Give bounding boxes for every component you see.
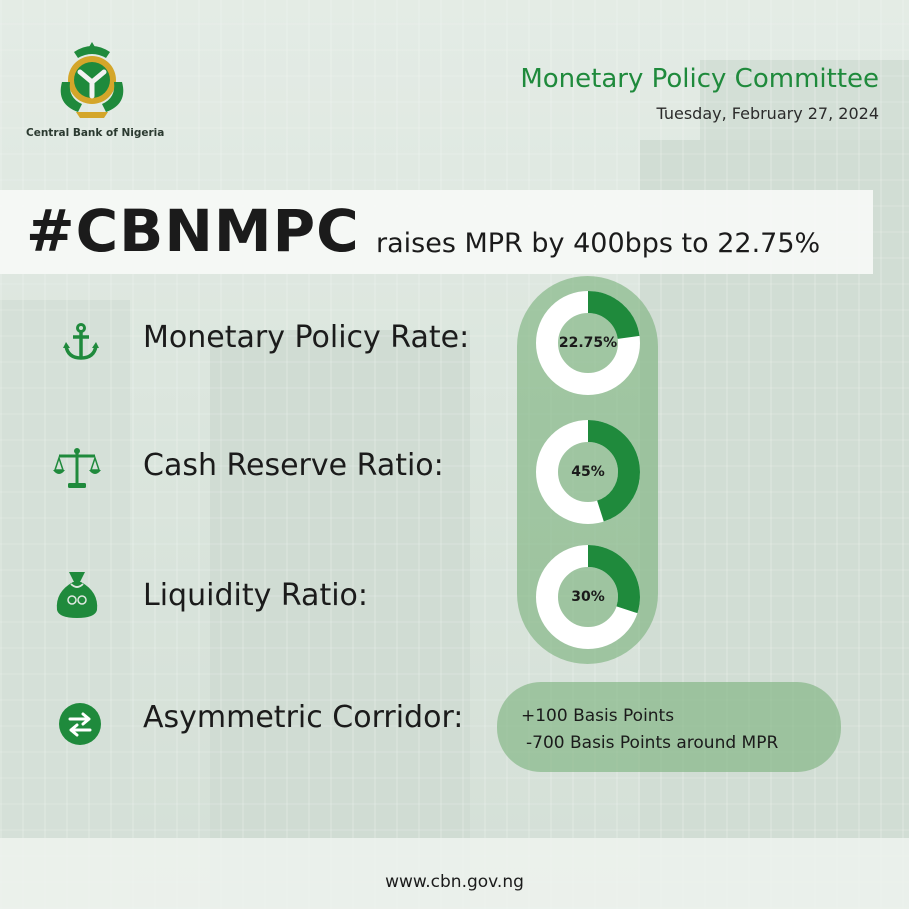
hashtag: #CBNMPC bbox=[26, 197, 360, 265]
anchor-icon bbox=[57, 318, 105, 366]
corridor-upper: +100 Basis Points bbox=[521, 706, 675, 726]
website-link[interactable]: www.cbn.gov.ng bbox=[385, 872, 524, 892]
donut-value-crr: 45% bbox=[571, 464, 605, 480]
org-name: Central Bank of Nigeria bbox=[26, 127, 165, 139]
donut-chart-mpr bbox=[536, 291, 640, 395]
footer-band bbox=[0, 838, 909, 909]
meeting-date: Tuesday, February 27, 2024 bbox=[656, 104, 880, 123]
background-building bbox=[210, 330, 470, 909]
metric-label-mpr: Monetary Policy Rate: bbox=[143, 320, 470, 355]
corridor-lower: -700 Basis Points around MPR bbox=[526, 733, 779, 753]
donut-chart-liquidity bbox=[536, 545, 640, 649]
headline-band bbox=[0, 190, 873, 274]
corridor-box bbox=[497, 682, 841, 772]
headline-text: raises MPR by 400bps to 22.75% bbox=[376, 228, 821, 259]
donut-arc-crr bbox=[536, 420, 640, 524]
donut-value-mpr: 22.75% bbox=[558, 335, 618, 351]
donut-value-liquidity: 30% bbox=[571, 589, 605, 605]
exchange-arrows-icon bbox=[56, 700, 104, 748]
scales-icon bbox=[53, 444, 101, 492]
metric-label-crr: Cash Reserve Ratio: bbox=[143, 448, 444, 483]
donut-chart-crr bbox=[536, 420, 640, 524]
money-bag-icon bbox=[53, 570, 101, 618]
donut-arc-liquidity bbox=[536, 545, 640, 649]
corridor-label: Asymmetric Corridor: bbox=[143, 700, 464, 735]
metric-label-liquidity: Liquidity Ratio: bbox=[143, 578, 368, 613]
committee-title: Monetary Policy Committee bbox=[520, 64, 879, 94]
donut-arc-mpr bbox=[536, 291, 640, 395]
cbn-logo bbox=[60, 42, 124, 118]
